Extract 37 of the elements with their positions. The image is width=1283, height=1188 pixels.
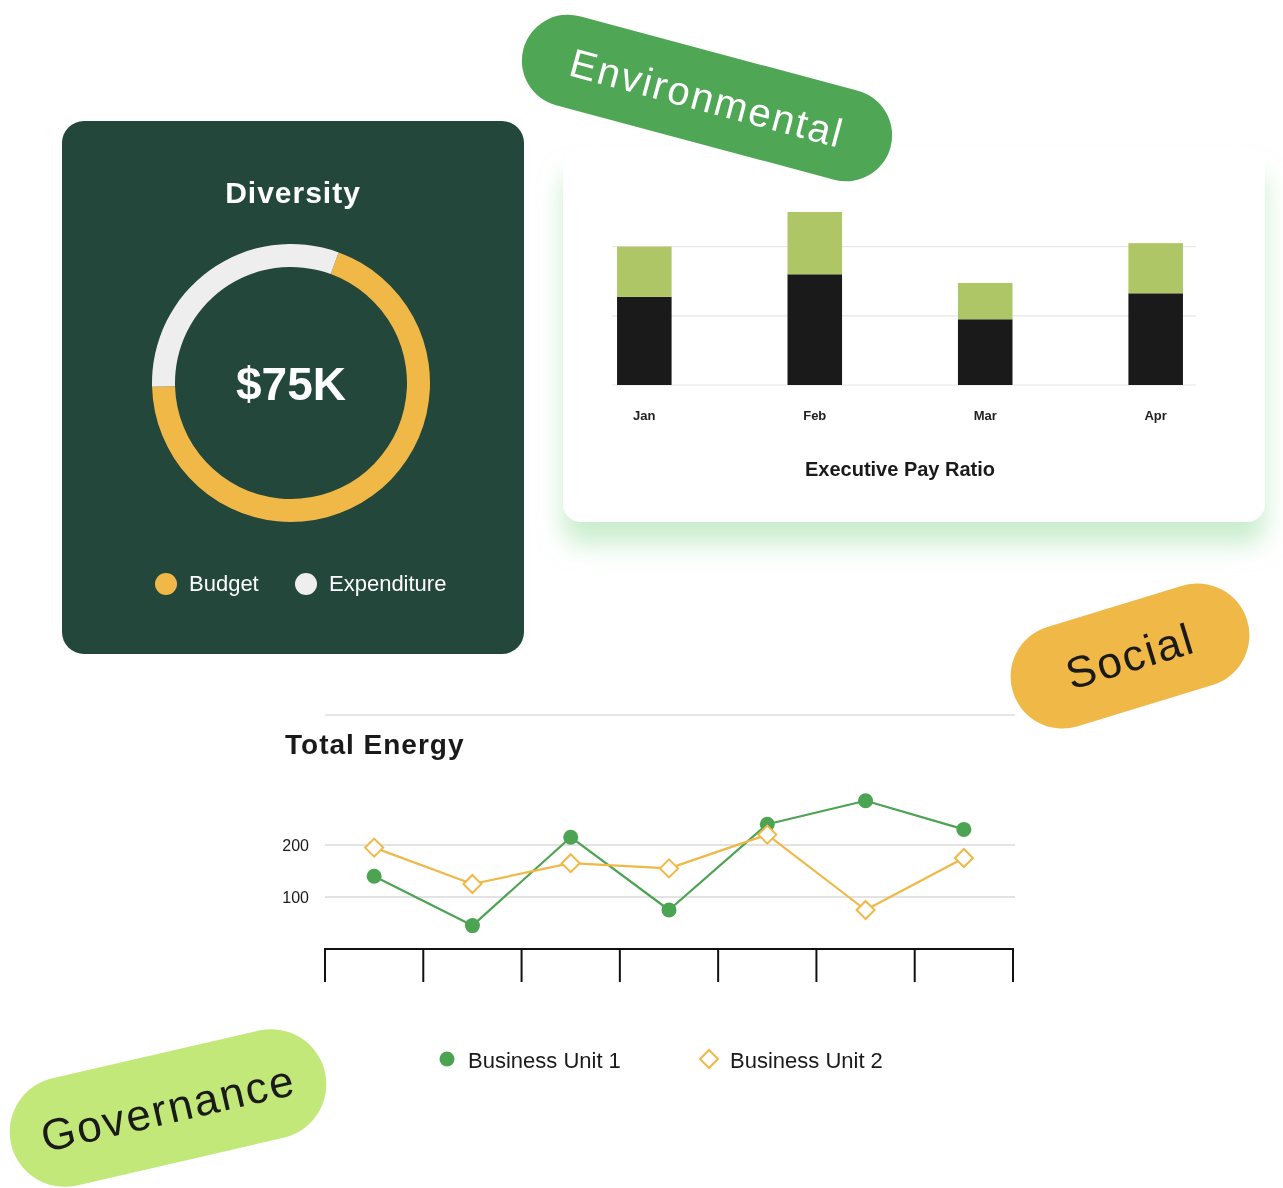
bar	[957, 282, 1013, 320]
point	[953, 848, 974, 868]
point	[462, 874, 483, 894]
x-tick-label: Mar	[973, 408, 997, 423]
bar	[617, 246, 672, 297]
point	[661, 902, 677, 918]
point	[464, 918, 480, 934]
point	[757, 824, 778, 845]
text: Executive Pay Ratio	[804, 458, 996, 480]
y-tick-label: 200	[282, 837, 310, 854]
point	[364, 837, 385, 858]
x-tick-label: Jan	[633, 408, 656, 423]
point	[560, 853, 581, 874]
point	[366, 868, 382, 884]
point	[855, 900, 876, 920]
legend-label: Business Unit 1	[468, 1048, 621, 1073]
point	[659, 858, 679, 879]
bar	[957, 319, 1013, 385]
bar	[787, 274, 843, 385]
point	[858, 793, 874, 809]
point	[563, 829, 579, 845]
legend-label: Expenditure	[329, 571, 447, 596]
text: Social	[1059, 613, 1201, 699]
legend-label: Budget	[189, 571, 259, 596]
text: Total Energy	[285, 729, 465, 760]
x-tick-label: Feb	[803, 408, 827, 423]
bar	[1128, 293, 1183, 385]
bar	[787, 212, 843, 275]
text: $75K	[236, 358, 346, 410]
donut-slice	[152, 252, 430, 522]
bar	[617, 296, 672, 385]
legend-label: Business Unit 2	[730, 1048, 883, 1073]
x-tick-label: Apr	[1144, 408, 1167, 423]
bar	[1128, 243, 1183, 294]
chart-title: Diversity	[225, 176, 361, 209]
point	[956, 821, 972, 837]
y-tick-label: 100	[282, 889, 310, 906]
